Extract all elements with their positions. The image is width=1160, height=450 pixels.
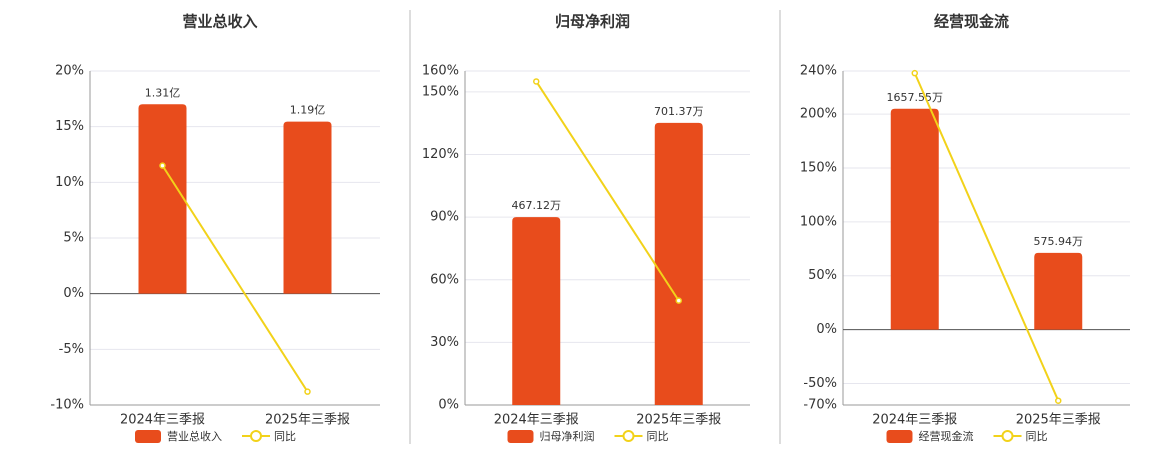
legend-swatch <box>507 430 534 443</box>
legend-label: 同比 <box>274 430 296 443</box>
y-tick-label: 30% <box>430 335 459 350</box>
y-tick-label: 0% <box>63 286 84 301</box>
y-tick-label: 15% <box>55 119 84 134</box>
y-tick-label: 150% <box>422 84 459 99</box>
y-tick-label: 20% <box>55 64 84 79</box>
y-tick-label: 150% <box>800 160 837 175</box>
bar <box>1034 252 1083 330</box>
y-tick-label: 0% <box>816 322 837 337</box>
chart-title: 经营现金流 <box>934 13 1009 31</box>
y-tick-label: -70% <box>803 398 837 413</box>
point <box>533 78 540 85</box>
y-tick-label: 200% <box>800 107 837 122</box>
point <box>675 297 682 304</box>
y-tick-label: -50% <box>803 376 837 391</box>
line <box>913 72 1060 402</box>
x-tick-label: 2025年三季报 <box>1016 413 1101 428</box>
value-label: 467.12万 <box>512 199 562 212</box>
line <box>161 165 309 393</box>
bar <box>138 104 187 294</box>
legend-label: 同比 <box>1026 430 1048 443</box>
y-tick-label: 120% <box>422 147 459 162</box>
point <box>911 69 918 77</box>
y-tick-label: 90% <box>430 210 459 225</box>
y-tick-label: 240% <box>800 64 837 79</box>
value-label: 1657.55万 <box>887 91 944 104</box>
legend-label: 归母净利润 <box>540 429 595 443</box>
x-tick-label: 2024年三季报 <box>872 413 957 428</box>
point <box>159 162 166 169</box>
y-tick-label: 10% <box>55 175 84 190</box>
chart-title: 营业总收入 <box>182 13 257 31</box>
bar <box>654 122 703 406</box>
y-tick-label: -5% <box>59 342 84 357</box>
chart-title: 归母净利润 <box>555 13 630 31</box>
y-tick-label: 100% <box>800 214 837 229</box>
legend-swatch <box>135 430 161 443</box>
bar <box>283 121 332 294</box>
y-tick-label: 60% <box>430 272 459 287</box>
x-tick-label: 2025年三季报 <box>265 413 350 428</box>
legend-swatch <box>622 430 635 442</box>
value-label: 701.37万 <box>654 105 704 118</box>
y-tick-label: 50% <box>808 268 837 283</box>
line <box>535 80 680 302</box>
value-label: 575.94万 <box>1034 235 1084 248</box>
y-tick-label: 5% <box>63 231 84 246</box>
legend-swatch <box>250 430 262 442</box>
bar <box>512 217 561 405</box>
x-tick-label: 2024年三季报 <box>494 413 579 428</box>
legend-swatch <box>1001 430 1014 442</box>
value-label: 1.31亿 <box>145 86 181 99</box>
x-tick-label: 2024年三季报 <box>120 413 205 428</box>
point <box>1055 397 1062 404</box>
y-tick-label: -10% <box>50 398 84 413</box>
x-tick-label: 2025年三季报 <box>636 413 721 428</box>
legend-label: 同比 <box>647 430 669 443</box>
value-label: 1.19亿 <box>290 104 326 117</box>
point <box>304 388 311 395</box>
y-tick-label: 0% <box>438 398 459 413</box>
legend-label: 经营现金流 <box>919 429 974 443</box>
bar <box>890 108 939 330</box>
legend-swatch <box>886 430 913 443</box>
legend-label: 营业总收入 <box>167 429 222 443</box>
y-tick-label: 160% <box>422 64 459 79</box>
